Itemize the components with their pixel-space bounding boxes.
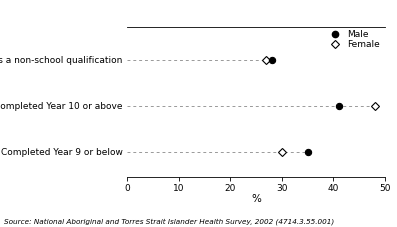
X-axis label: %: % — [251, 194, 261, 204]
Text: Source: National Aboriginal and Torres Strait Islander Health Survey, 2002 (4714: Source: National Aboriginal and Torres S… — [4, 218, 334, 225]
Legend: Male, Female: Male, Female — [325, 29, 381, 50]
